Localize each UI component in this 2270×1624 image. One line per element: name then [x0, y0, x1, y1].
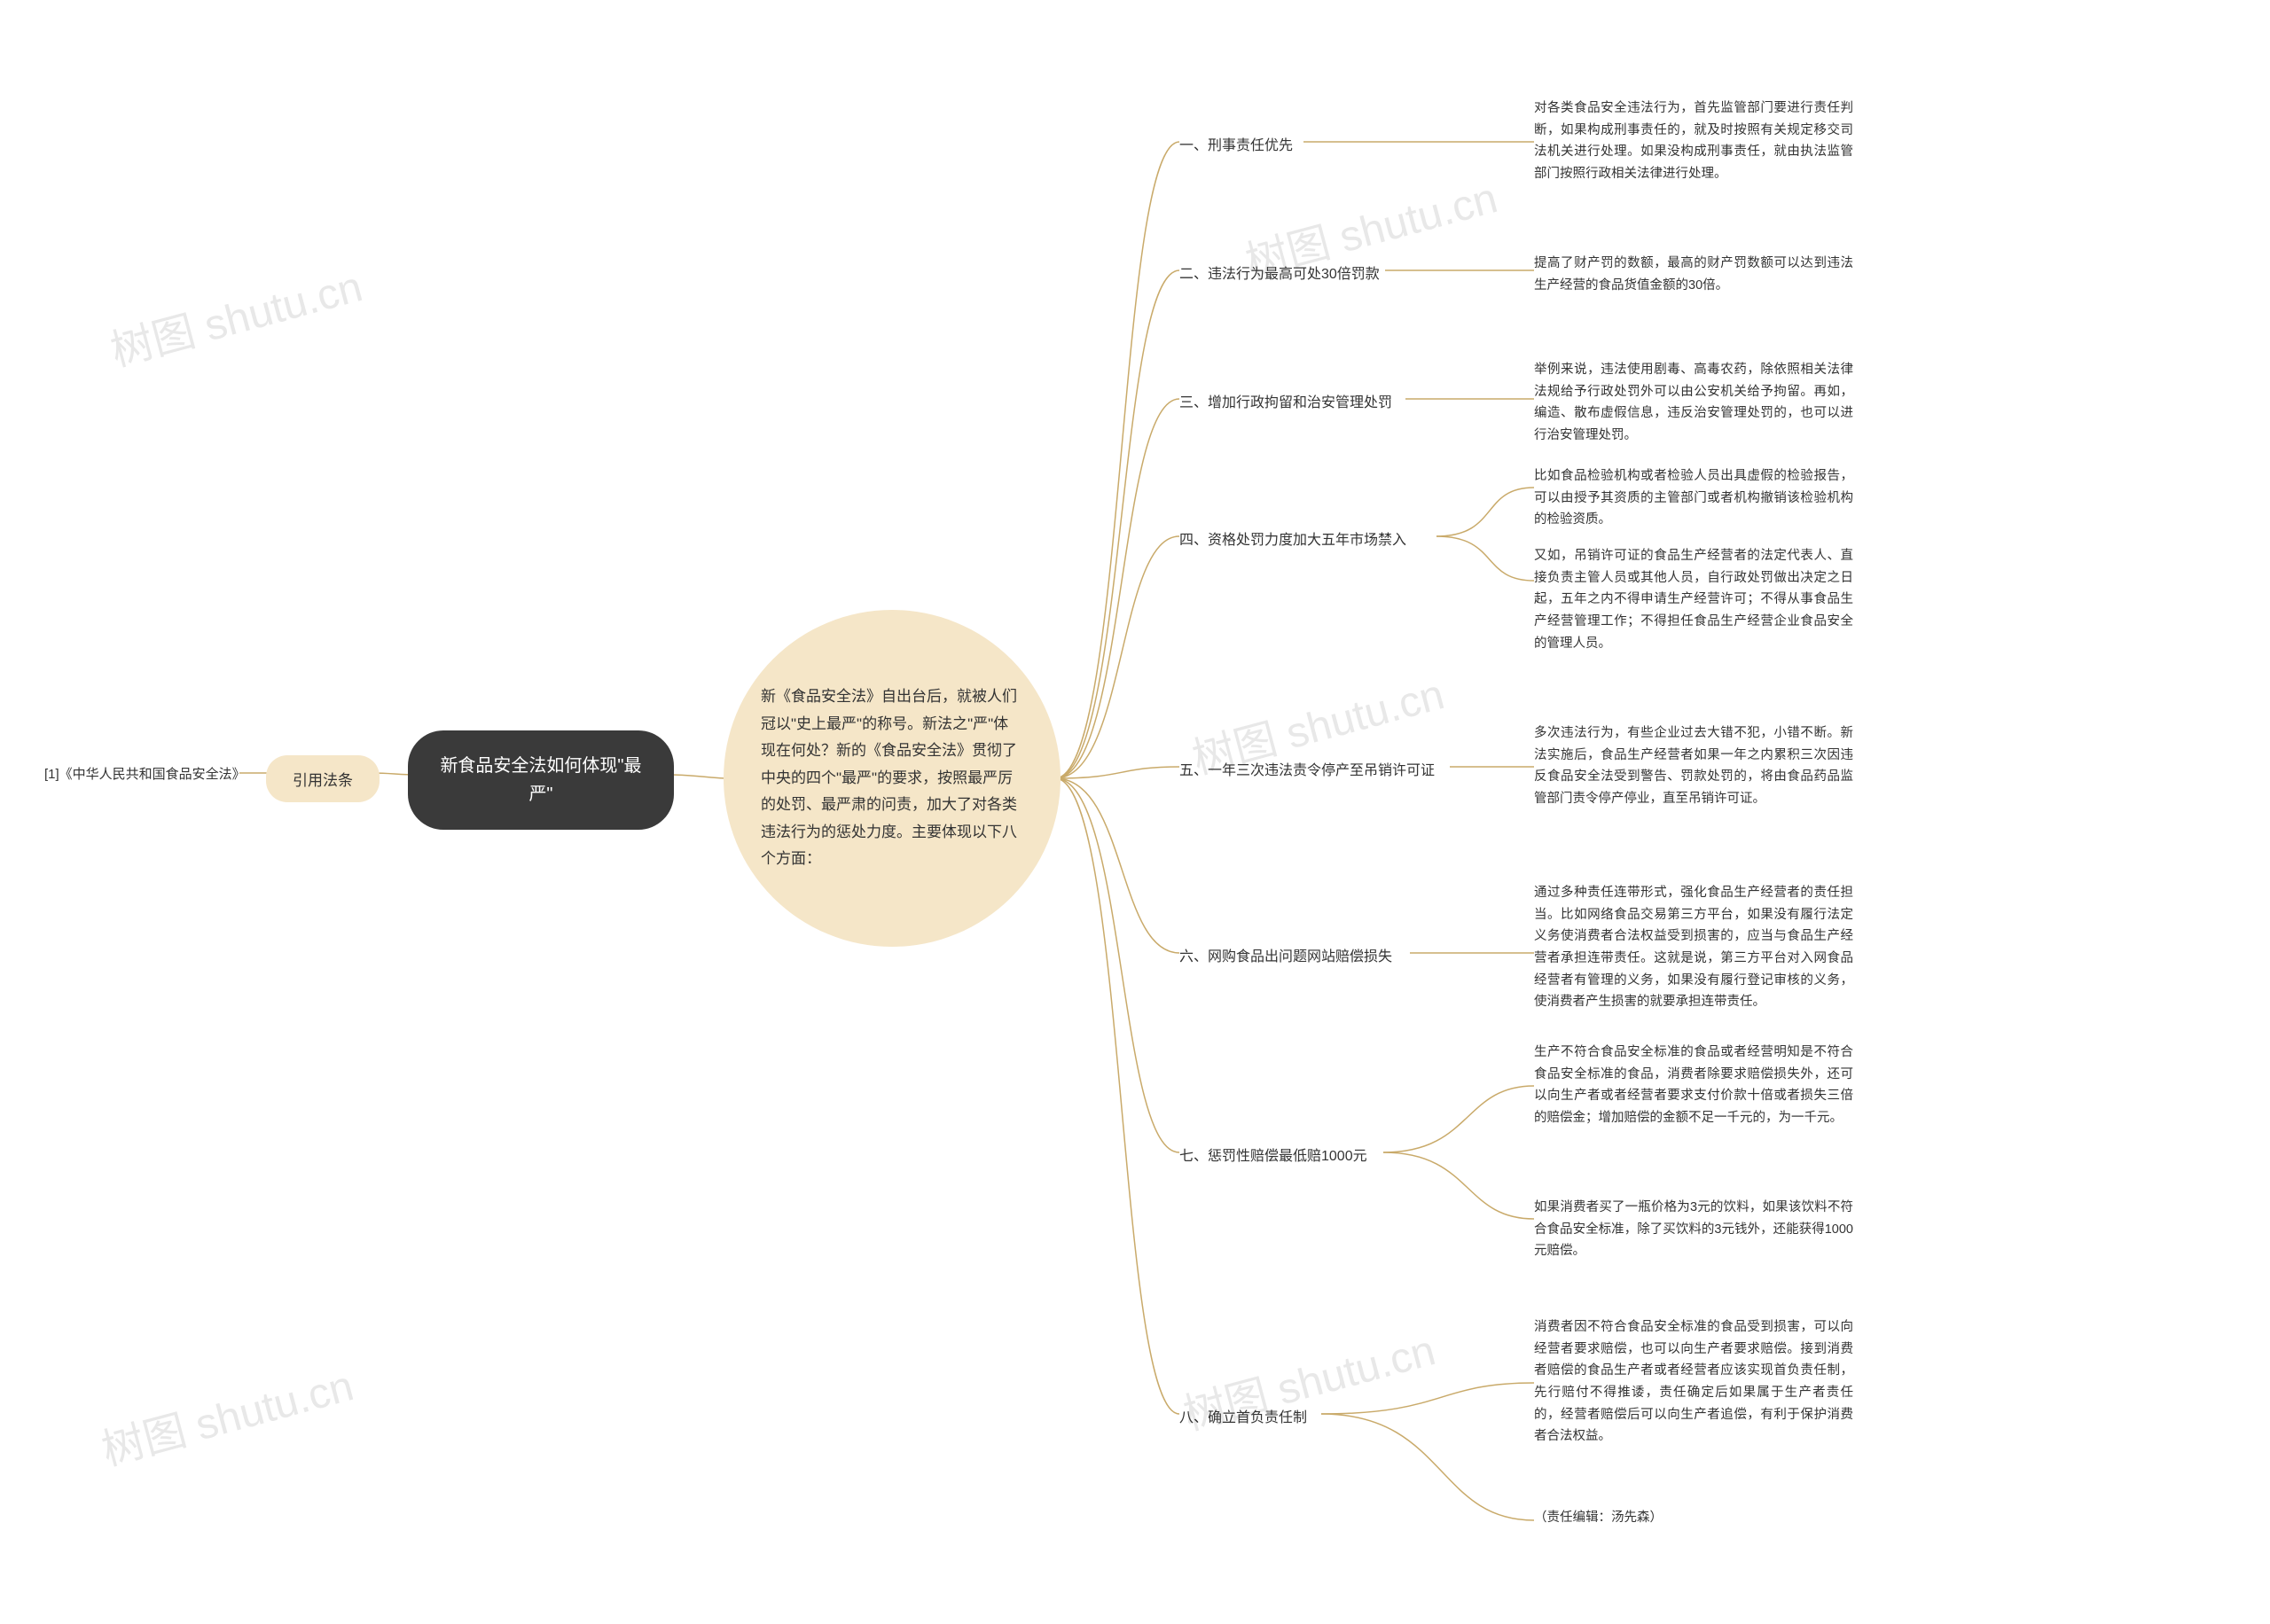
branch-8-text-2: （责任编辑：汤先森）: [1534, 1507, 1853, 1529]
branch-4-label: 四、资格处罚力度加大五年市场禁入: [1179, 527, 1406, 549]
intro-text: 新《食品安全法》自出台后，就被人们冠以"史上最严"的称号。新法之"严"体现在何处…: [761, 683, 1023, 873]
intro-node: 新《食品安全法》自出台后，就被人们冠以"史上最严"的称号。新法之"严"体现在何处…: [724, 610, 1061, 947]
branch-8-label: 八、确立首负责任制: [1179, 1405, 1307, 1426]
branch-5-text-1: 多次违法行为，有些企业过去大错不犯，小错不断。新法实施后，食品生产经营者如果一年…: [1534, 722, 1853, 810]
mindmap-diagram: 树图 shutu.cn 树图 shutu.cn 树图 shutu.cn 树图 s…: [0, 0, 2270, 1624]
citation: [1]《中华人民共和国食品安全法》: [44, 767, 246, 782]
branch-4-text-1: 比如食品检验机构或者检验人员出具虚假的检验报告，可以由授予其资质的主管部门或者机…: [1534, 465, 1853, 531]
branch-2-label: 二、违法行为最高可处30倍罚款: [1179, 262, 1380, 283]
branch-7-label: 七、惩罚性赔偿最低赔1000元: [1179, 1144, 1367, 1165]
branch-3-text-1: 举例来说，违法使用剧毒、高毒农药，除依照相关法律法规给予行政处罚外可以由公安机关…: [1534, 359, 1853, 447]
branch-1-text-1: 对各类食品安全违法行为，首先监管部门要进行责任判断，如果构成刑事责任的，就及时按…: [1534, 98, 1853, 185]
branch-2-text-1: 提高了财产罚的数额，最高的财产罚数额可以达到违法生产经营的食品货值金额的30倍。: [1534, 253, 1853, 296]
branch-7-text-2: 如果消费者买了一瓶价格为3元的饮料，如果该饮料不符合食品安全标准，除了买饮料的3…: [1534, 1197, 1853, 1262]
root-node: 新食品安全法如何体现"最严": [408, 730, 674, 830]
connectors-svg: [0, 0, 2270, 1624]
branch-6-label: 六、网购食品出问题网站赔偿损失: [1179, 944, 1392, 965]
branch-6-text-1: 通过多种责任连带形式，强化食品生产经营者的责任担当。比如网络食品交易第三方平台，…: [1534, 882, 1853, 1013]
ref-node: 引用法条: [266, 755, 380, 802]
root-title: 新食品安全法如何体现"最严": [440, 756, 641, 804]
branch-8-text-1: 消费者因不符合食品安全标准的食品受到损害，可以向经营者要求赔偿，也可以向生产者要…: [1534, 1316, 1853, 1448]
branch-7-text-1: 生产不符合食品安全标准的食品或者经营明知是不符合食品安全标准的食品，消费者除要求…: [1534, 1042, 1853, 1129]
citation-text: [1]《中华人民共和国食品安全法》: [44, 764, 246, 783]
branch-1-label: 一、刑事责任优先: [1179, 133, 1293, 154]
ref-label: 引用法条: [293, 772, 353, 789]
branch-5-label: 五、一年三次违法责令停产至吊销许可证: [1179, 758, 1435, 779]
branch-3-label: 三、增加行政拘留和治安管理处罚: [1179, 390, 1392, 411]
branch-4-text-2: 又如，吊销许可证的食品生产经营者的法定代表人、直接负责主管人员或其他人员，自行政…: [1534, 545, 1853, 654]
